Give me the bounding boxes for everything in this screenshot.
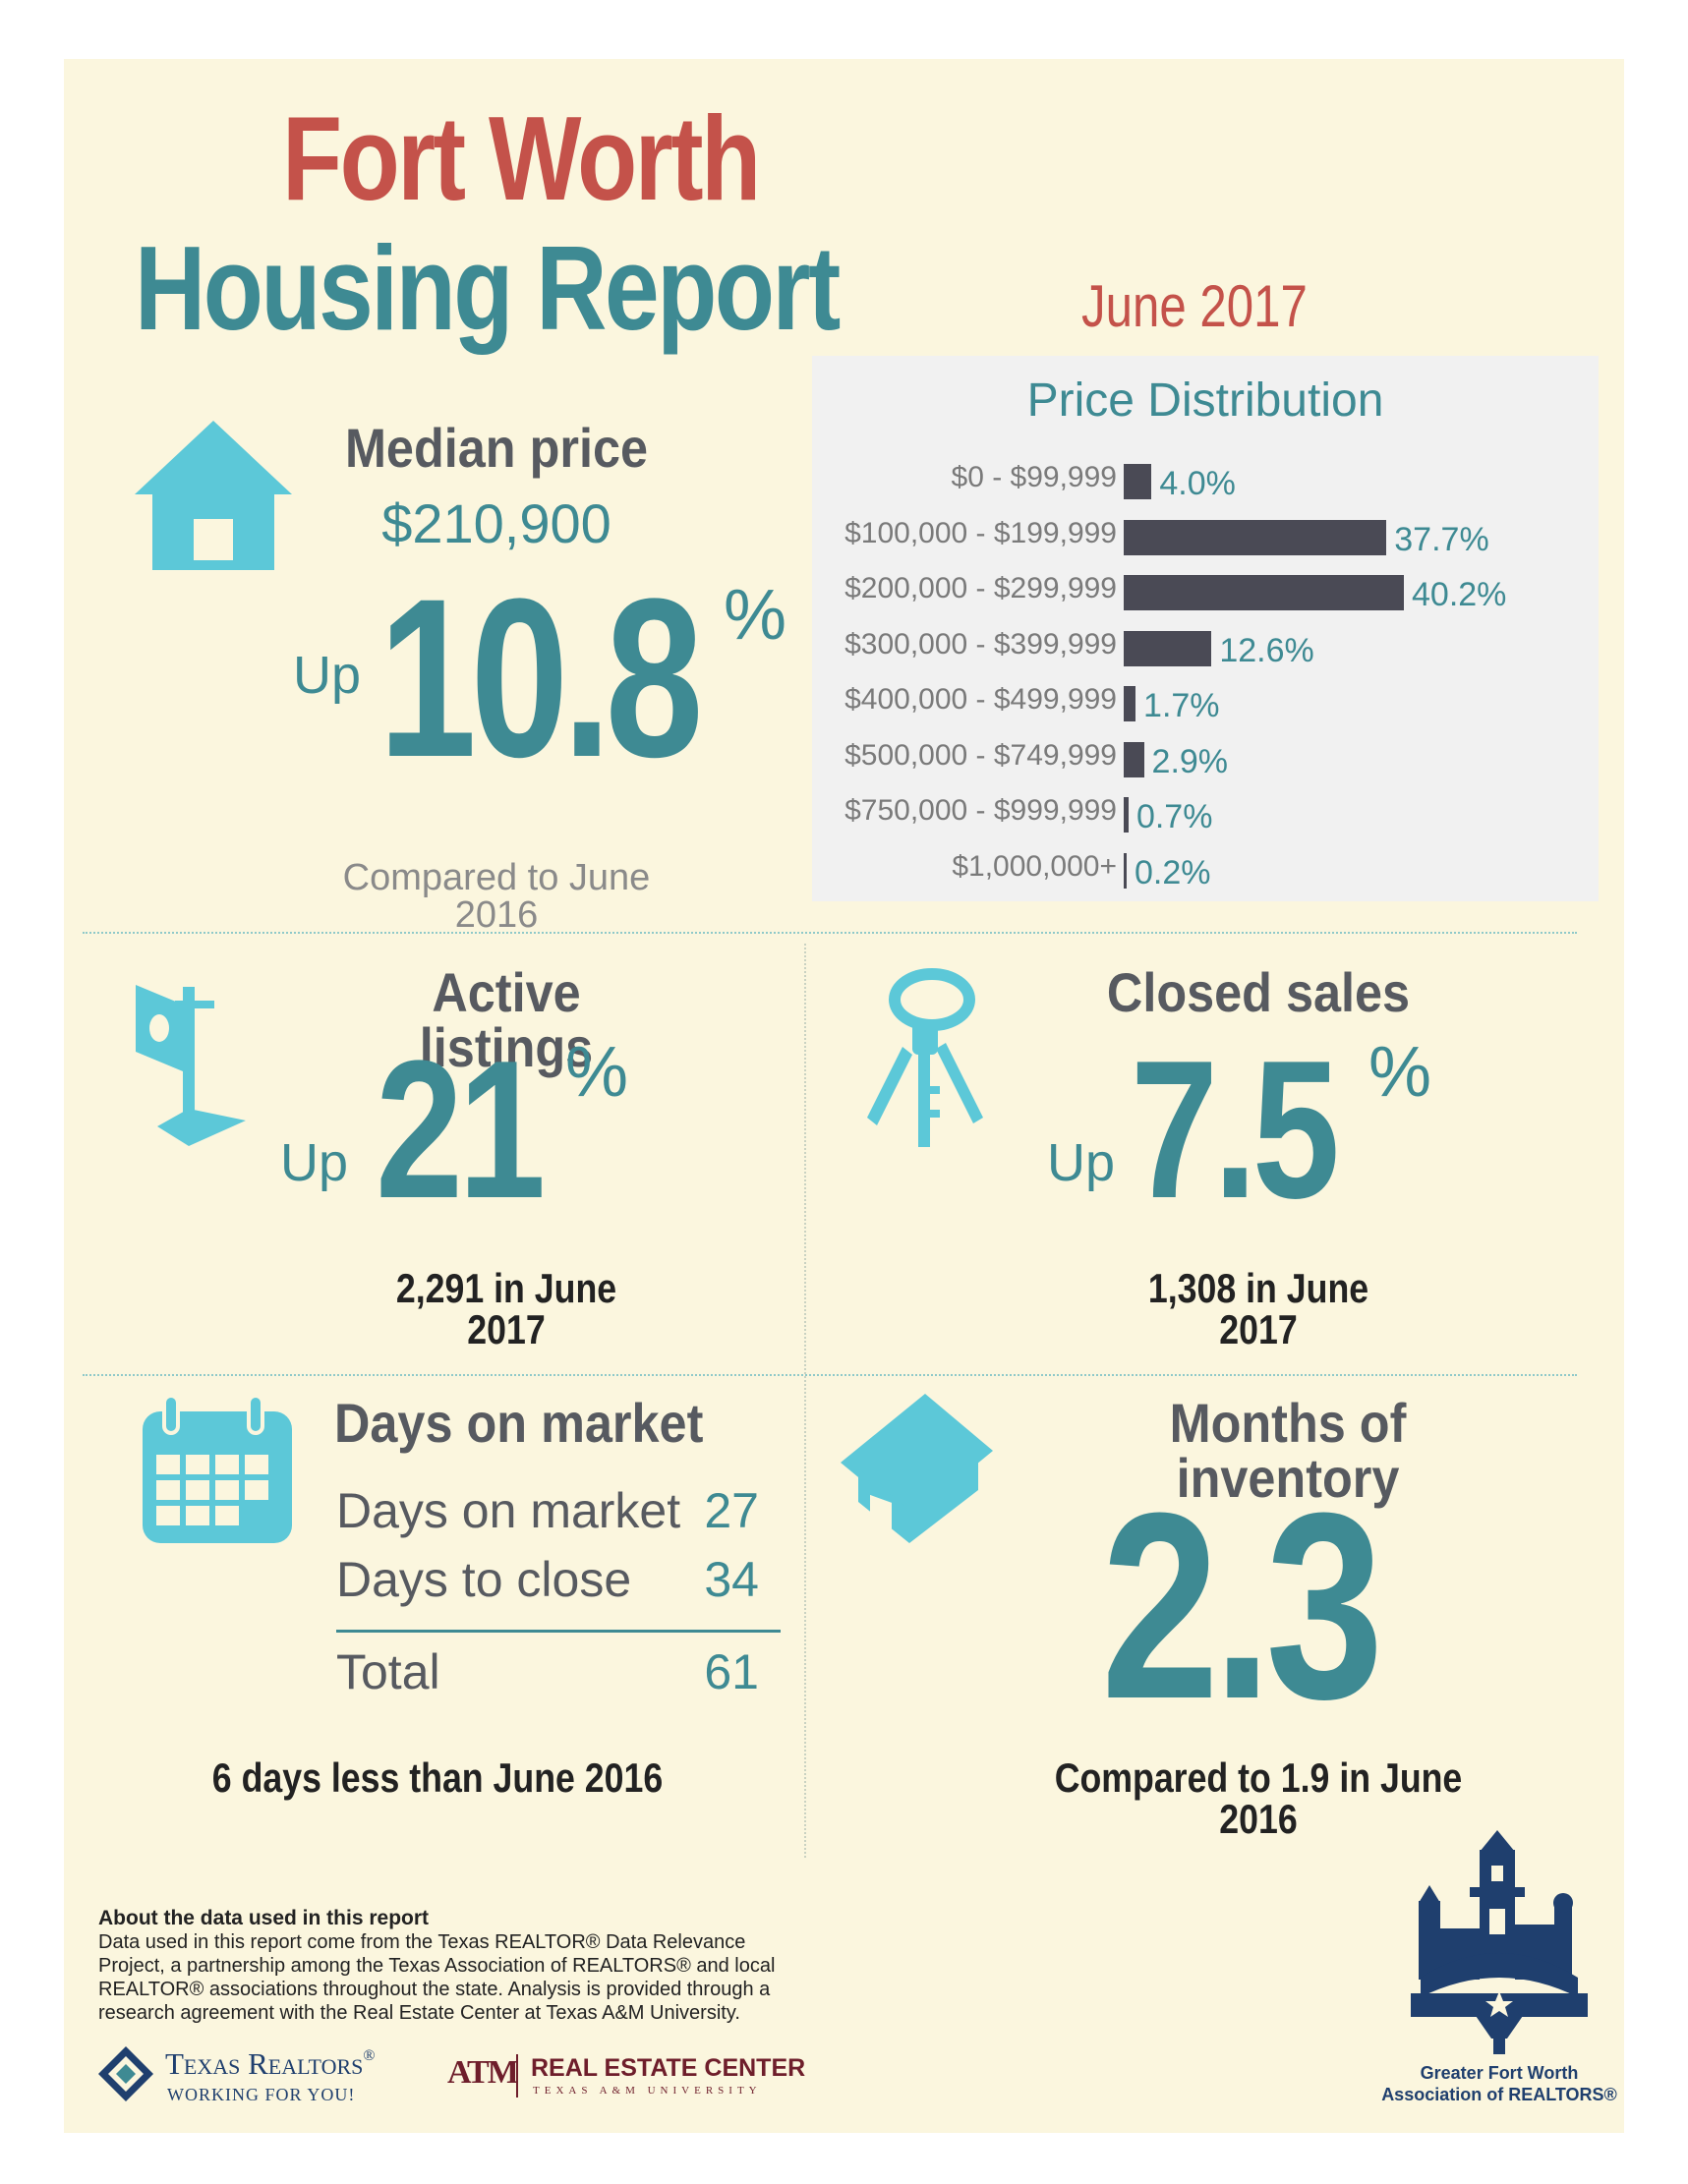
price-distribution-panel: Price Distribution $0 - $99,999 4.0% $100,… [812, 356, 1599, 901]
median-heading: Median price [344, 417, 649, 479]
price-distribution-row: $500,000 - $749,999 2.9% [812, 736, 1599, 780]
price-distribution-bar [1124, 630, 1212, 666]
inventory-comparison: Compared to 1.9 in June 2016 [1054, 1754, 1463, 1842]
texas-realtors-name: Texas Realtors [165, 2046, 364, 2081]
price-distribution-value-label: 40.2% [1412, 576, 1507, 613]
dom-total-rule [336, 1630, 781, 1633]
median-up-label: Up [293, 646, 362, 705]
price-distribution-category-label: $300,000 - $399,999 [844, 627, 1117, 661]
calendar-icon [143, 1396, 292, 1543]
price-distribution-value-label: 0.7% [1135, 798, 1213, 835]
price-distribution-bar [1124, 741, 1144, 777]
price-distribution-bar [1124, 575, 1404, 610]
texas-realtors-logo-icon [98, 2046, 153, 2101]
price-distribution-category-label: $500,000 - $749,999 [844, 738, 1117, 772]
price-distribution-value-label: 2.9% [1151, 742, 1229, 780]
median-price: $210,900 [381, 492, 611, 554]
texas-realtors-wordmark: Texas Realtors® [165, 2046, 376, 2081]
price-distribution-row: $100,000 - $199,999 37.7% [812, 514, 1599, 558]
price-distribution-bar [1124, 852, 1127, 889]
price-distribution-bar [1124, 464, 1152, 499]
price-distribution-row: $0 - $99,999 4.0% [812, 458, 1599, 502]
rec-name: REAL ESTATE CENTER [531, 2054, 806, 2082]
price-distribution-row: $400,000 - $499,999 1.7% [812, 680, 1599, 724]
price-distribution-category-label: $400,000 - $499,999 [844, 683, 1117, 716]
price-distribution-bar [1124, 797, 1129, 833]
median-percent-sign: % [724, 576, 787, 655]
divider-middle [83, 1374, 1577, 1376]
gfw-skyline-logo-icon [1411, 1830, 1588, 2054]
active-listings-up-label: Up [280, 1133, 349, 1192]
dom-row-value: 27 [704, 1483, 759, 1538]
price-distribution-value-label: 4.0% [1159, 465, 1236, 502]
price-distribution-category-label: $0 - $99,999 [951, 461, 1117, 493]
closed-sales-percent-sign: % [1368, 1033, 1432, 1112]
median-comparison: Compared to June 2016 [342, 857, 651, 936]
texas-realtors-tagline: WORKING FOR YOU! [167, 2085, 356, 2104]
inventory-value: 2.3 [1101, 1459, 1383, 1754]
for-sale-sign-icon [136, 985, 246, 1146]
home-icon [841, 1394, 993, 1543]
active-listings-percent-sign: % [565, 1033, 629, 1112]
gfw-line2: Association of REALTORS® [1381, 2085, 1617, 2104]
about-block: About the data used in this report Data … [98, 1907, 806, 2025]
price-distribution-category-label: $750,000 - $999,999 [844, 794, 1117, 827]
report-date: June 2017 [1081, 273, 1308, 339]
active-listings-heading: Active listings [419, 961, 594, 1078]
rec-subtitle: TEXAS A&M UNIVERSITY [533, 2085, 762, 2097]
price-distribution-title: Price Distribution [1026, 374, 1384, 427]
dom-row-value: 34 [704, 1552, 759, 1607]
texas-realtors-registered-mark: ® [363, 2047, 376, 2064]
price-distribution-row: $1,000,000+ 0.2% [812, 847, 1599, 891]
divider-top [83, 932, 1577, 934]
price-distribution-bar [1124, 686, 1136, 721]
dom-row-label: Days on market [336, 1483, 681, 1538]
dom-row-days-to-close: Days to close 34 [336, 1555, 759, 1604]
atm-logo-icon: ATM [447, 2054, 519, 2091]
price-distribution-value-label: 12.6% [1219, 631, 1314, 669]
price-distribution-category-label: $100,000 - $199,999 [844, 516, 1117, 549]
price-distribution-row: $200,000 - $299,999 40.2% [812, 569, 1599, 613]
days-on-market-heading: Days on market [334, 1392, 704, 1454]
closed-sales-detail: 1,308 in June 2017 [1147, 1265, 1369, 1352]
dom-total-label: Total [336, 1644, 440, 1699]
active-listings-change-value: 21 [376, 1020, 546, 1239]
inventory-heading: Months of inventory [1169, 1392, 1407, 1509]
title-city: Fort Worth [282, 91, 761, 225]
house-icon [135, 421, 292, 570]
closed-sales-up-label: Up [1047, 1133, 1116, 1192]
dom-row-label: Days to close [336, 1552, 632, 1607]
price-distribution-row: $300,000 - $399,999 12.6% [812, 625, 1599, 669]
closed-sales-change-value: 7.5 [1131, 1020, 1340, 1239]
rec-logo-divider [516, 2054, 518, 2098]
divider-vertical [804, 944, 806, 1858]
price-distribution-category-label: $1,000,000+ [952, 849, 1117, 883]
active-listings-detail: 2,291 in June 2017 [395, 1265, 617, 1352]
title-report: Housing Report [135, 221, 841, 355]
price-distribution-value-label: 0.2% [1135, 853, 1211, 891]
gfw-logo-text: Greater Fort Worth Association of REALTO… [1376, 2062, 1622, 2105]
about-text: Data used in this report come from the T… [98, 1931, 776, 2024]
price-distribution-category-label: $200,000 - $299,999 [844, 572, 1117, 604]
dom-comparison: 6 days less than June 2016 [211, 1754, 664, 1801]
price-distribution-value-label: 1.7% [1143, 687, 1220, 724]
price-distribution-value-label: 37.7% [1394, 520, 1489, 558]
about-title: About the data used in this report [98, 1907, 430, 1929]
price-distribution-bar [1124, 519, 1387, 555]
median-change-value: 10.8 [378, 551, 703, 804]
dom-row-total: Total 61 [336, 1647, 759, 1696]
gfw-line1: Greater Fort Worth [1420, 2063, 1579, 2083]
dom-row-days-on-market: Days on market 27 [336, 1486, 759, 1535]
dom-total-value: 61 [704, 1644, 759, 1699]
closed-sales-heading: Closed sales [1106, 961, 1411, 1023]
price-distribution-row: $750,000 - $999,999 0.7% [812, 791, 1599, 835]
keys-icon [867, 968, 983, 1147]
